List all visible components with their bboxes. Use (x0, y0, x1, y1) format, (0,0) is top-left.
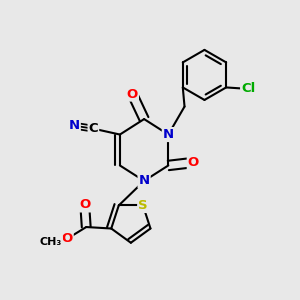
Text: O: O (127, 88, 138, 100)
Text: N: N (69, 119, 80, 132)
Text: C: C (88, 122, 98, 135)
Text: O: O (188, 156, 199, 169)
Text: O: O (61, 232, 73, 245)
Text: CH₃: CH₃ (40, 237, 62, 247)
Text: O: O (79, 199, 90, 212)
Text: N: N (139, 174, 150, 188)
Text: S: S (138, 199, 148, 212)
Text: N: N (163, 128, 174, 141)
Text: Cl: Cl (241, 82, 255, 95)
